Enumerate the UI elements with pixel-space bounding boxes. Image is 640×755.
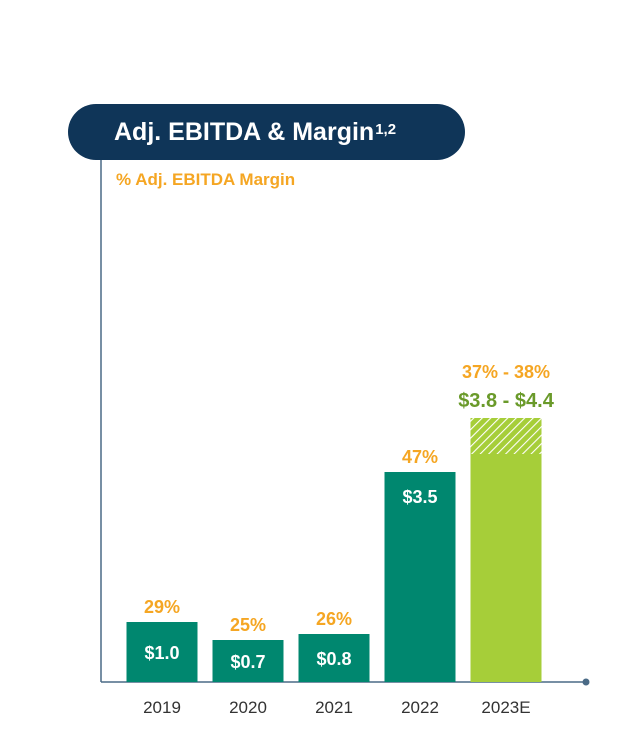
bar-group bbox=[126, 418, 542, 682]
legend-margin-label: % Adj. EBITDA Margin bbox=[116, 170, 296, 189]
chart-title: Adj. EBITDA & Margin 1,2 bbox=[68, 104, 465, 160]
bar-2020 bbox=[212, 640, 284, 682]
bar-2022 bbox=[384, 472, 456, 682]
x-tick-label: 2020 bbox=[229, 698, 267, 717]
bar-value-label: $1.0 bbox=[144, 643, 179, 663]
x-axis-end-dot bbox=[582, 678, 590, 686]
x-tick-label: 2021 bbox=[315, 698, 353, 717]
bar-value-label: $3.5 bbox=[402, 487, 437, 507]
x-tick-label: 2022 bbox=[401, 698, 439, 717]
bar-value-label: $0.7 bbox=[230, 652, 265, 672]
bar-2021 bbox=[298, 634, 370, 682]
margin-label: 37% - 38% bbox=[462, 362, 550, 382]
margin-label: 26% bbox=[316, 609, 352, 629]
bar-value-label: $3.8 - $4.4 bbox=[458, 390, 555, 412]
margin-label: 25% bbox=[230, 615, 266, 635]
bar-estimate-range-2023E bbox=[470, 418, 542, 454]
x-tick-label: 2023E bbox=[481, 698, 530, 717]
label-group: 2019 $1.0 29% 2020 $0.7 25% 2021 $0.8 26% 2022 $3.… bbox=[143, 362, 555, 717]
bar-value-label: $0.8 bbox=[316, 649, 351, 669]
bar-2023E bbox=[470, 454, 542, 682]
margin-label: 47% bbox=[402, 447, 438, 467]
bar-2019 bbox=[126, 622, 198, 682]
x-tick-label: 2019 bbox=[143, 698, 181, 717]
chart-title-text: Adj. EBITDA & Margin bbox=[114, 117, 375, 146]
title-footnote-marker: 1,2 bbox=[375, 120, 397, 138]
margin-label: 29% bbox=[144, 597, 180, 617]
